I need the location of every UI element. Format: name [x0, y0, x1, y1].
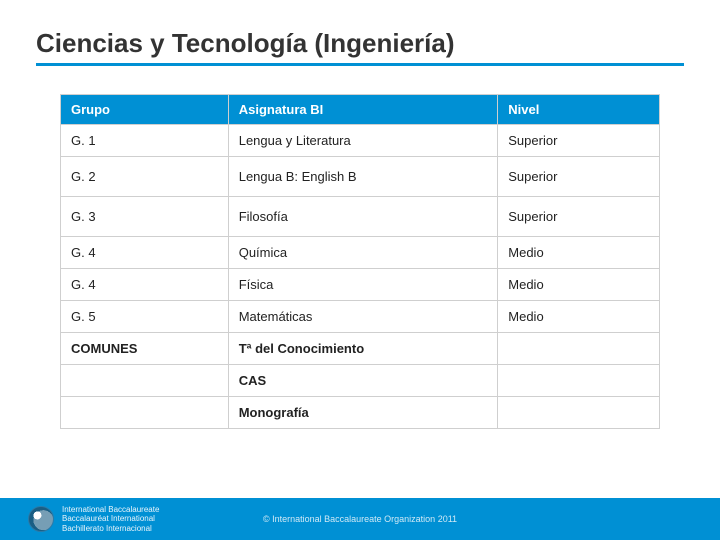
cell-nivel: [498, 365, 660, 397]
cell-grupo: G. 4: [61, 237, 229, 269]
cell-grupo: G. 5: [61, 301, 229, 333]
cell-nivel: Superior: [498, 157, 660, 197]
cell-grupo: G. 2: [61, 157, 229, 197]
footer-bar: International Baccalaureate Baccalauréat…: [0, 498, 720, 540]
cell-asignatura: Matemáticas: [228, 301, 498, 333]
table-row: G. 3FilosofíaSuperior: [61, 197, 660, 237]
table-row: G. 2Lengua B: English BSuperior: [61, 157, 660, 197]
table-row: COMUNESTª del Conocimiento: [61, 333, 660, 365]
cell-grupo: G. 4: [61, 269, 229, 301]
cell-asignatura: Lengua y Literatura: [228, 125, 498, 157]
cell-nivel: Medio: [498, 237, 660, 269]
slide: Ciencias y Tecnología (Ingeniería) Grupo…: [0, 0, 720, 540]
cell-asignatura: Tª del Conocimiento: [228, 333, 498, 365]
cell-asignatura: Filosofía: [228, 197, 498, 237]
curriculum-table: Grupo Asignatura BI Nivel G. 1Lengua y L…: [60, 94, 660, 429]
cell-grupo: G. 1: [61, 125, 229, 157]
cell-nivel: Superior: [498, 197, 660, 237]
footer-logo-text: International Baccalaureate Baccalauréat…: [62, 505, 159, 533]
cell-grupo: COMUNES: [61, 333, 229, 365]
table-row: G. 4FísicaMedio: [61, 269, 660, 301]
ib-globe-icon: [28, 506, 54, 532]
col-header-grupo: Grupo: [61, 95, 229, 125]
table-row: G. 1Lengua y LiteraturaSuperior: [61, 125, 660, 157]
page-title: Ciencias y Tecnología (Ingeniería): [36, 28, 684, 59]
footer-logo-line: Baccalauréat International: [62, 514, 159, 523]
table-row: CAS: [61, 365, 660, 397]
cell-asignatura: Monografía: [228, 397, 498, 429]
title-underline: [36, 63, 684, 66]
footer-logo: International Baccalaureate Baccalauréat…: [0, 505, 159, 533]
cell-nivel: [498, 397, 660, 429]
cell-grupo: G. 3: [61, 197, 229, 237]
cell-nivel: [498, 333, 660, 365]
table-row: Monografía: [61, 397, 660, 429]
col-header-nivel: Nivel: [498, 95, 660, 125]
table-row: G. 4QuímicaMedio: [61, 237, 660, 269]
cell-grupo: [61, 397, 229, 429]
cell-nivel: Medio: [498, 301, 660, 333]
col-header-asignatura: Asignatura BI: [228, 95, 498, 125]
table-header-row: Grupo Asignatura BI Nivel: [61, 95, 660, 125]
cell-nivel: Medio: [498, 269, 660, 301]
footer-copyright: © International Baccalaureate Organizati…: [263, 514, 457, 524]
footer-logo-line: Bachillerato Internacional: [62, 524, 159, 533]
cell-asignatura: Física: [228, 269, 498, 301]
cell-nivel: Superior: [498, 125, 660, 157]
footer-logo-line: International Baccalaureate: [62, 505, 159, 514]
table-row: G. 5MatemáticasMedio: [61, 301, 660, 333]
table-container: Grupo Asignatura BI Nivel G. 1Lengua y L…: [36, 94, 684, 429]
cell-asignatura: Química: [228, 237, 498, 269]
cell-asignatura: CAS: [228, 365, 498, 397]
cell-asignatura: Lengua B: English B: [228, 157, 498, 197]
cell-grupo: [61, 365, 229, 397]
